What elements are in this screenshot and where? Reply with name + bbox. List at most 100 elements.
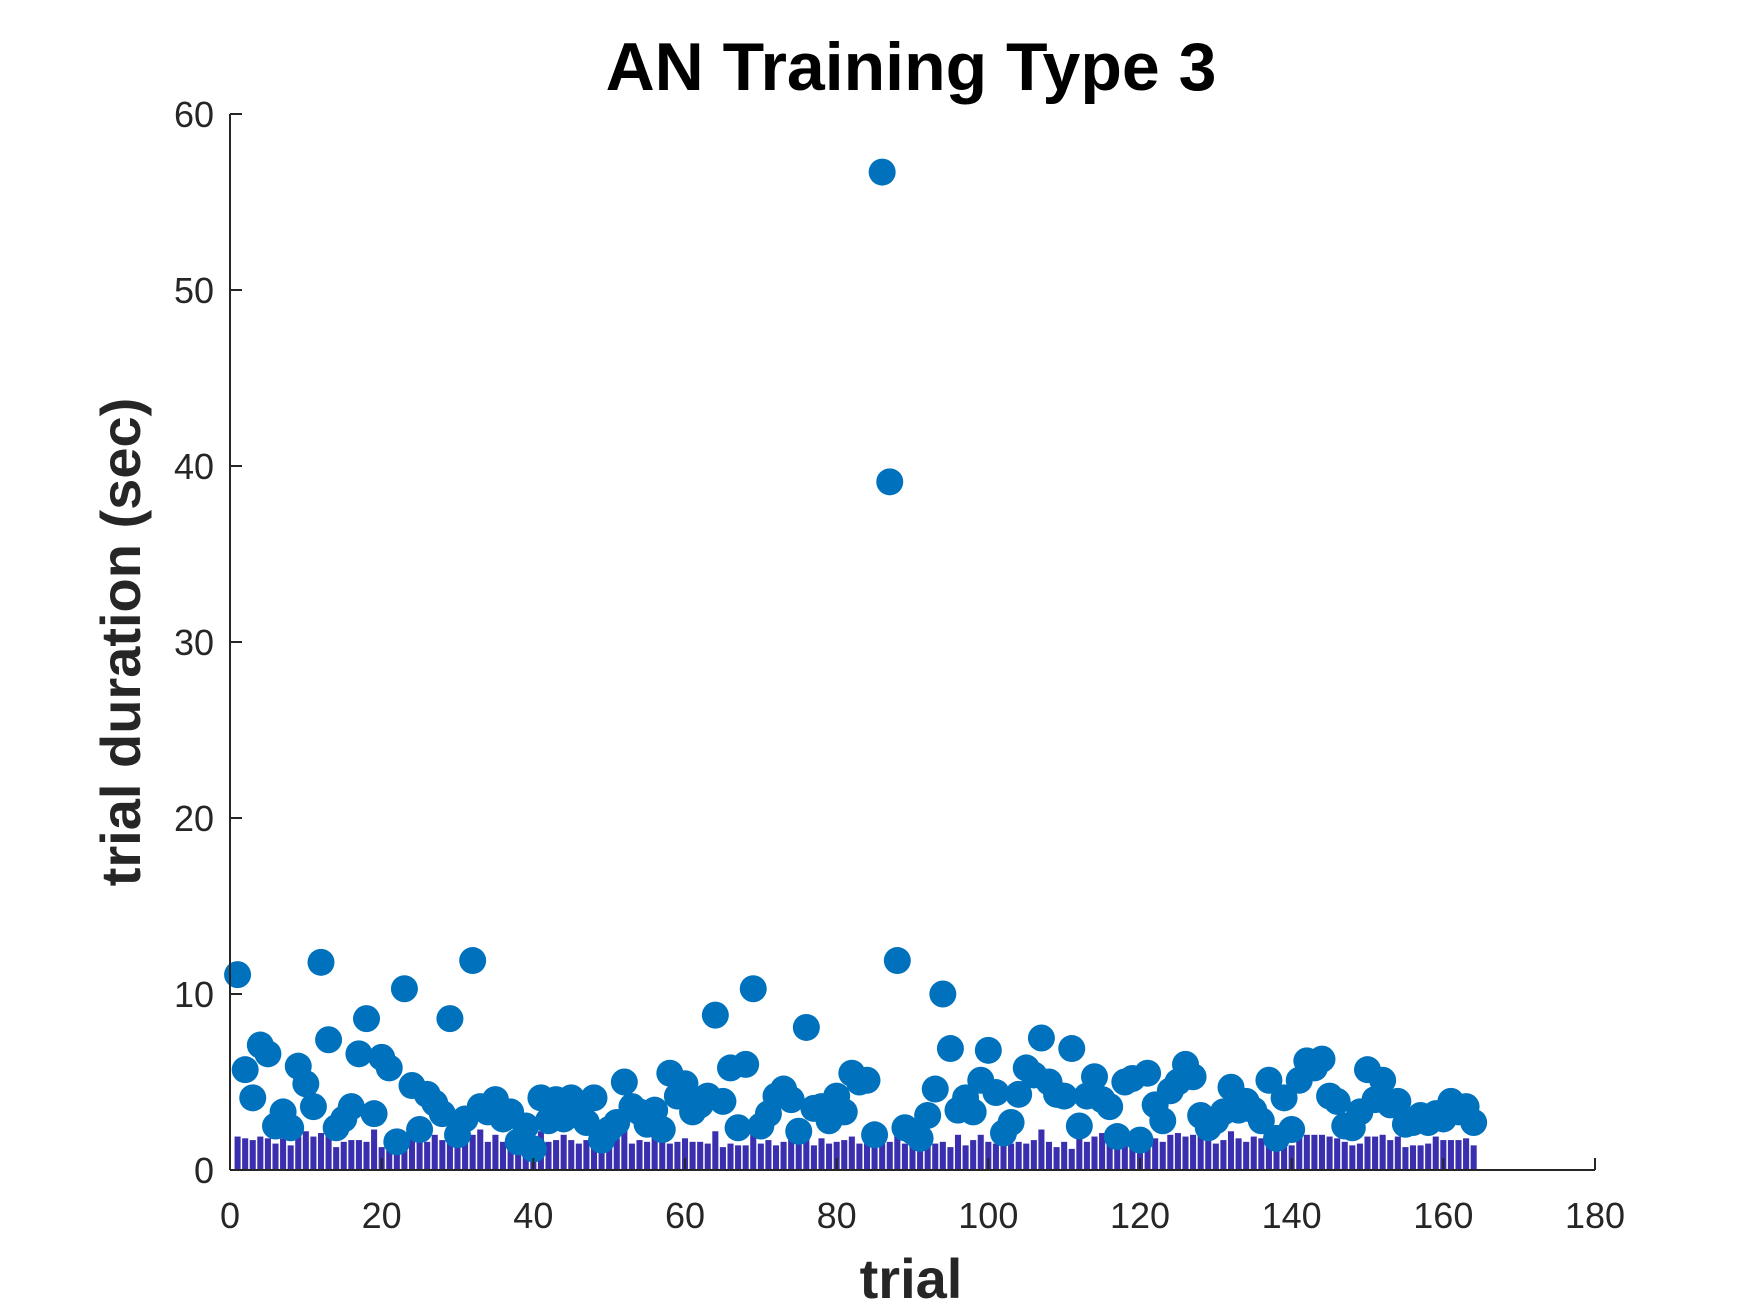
bar [712, 1131, 719, 1170]
bar [598, 1147, 605, 1170]
bar [1030, 1140, 1037, 1170]
data-point [792, 1013, 820, 1041]
data-point [648, 1116, 676, 1144]
bar [295, 1136, 302, 1170]
bar [1106, 1140, 1113, 1170]
data-point [1460, 1108, 1488, 1136]
bar [659, 1141, 666, 1170]
data-point [512, 1112, 540, 1140]
bar [909, 1141, 916, 1170]
y-tick-label: 40 [174, 446, 214, 487]
bar [287, 1145, 294, 1170]
bar [833, 1141, 840, 1170]
bar [302, 1131, 309, 1170]
bar [818, 1138, 825, 1170]
data-point [1126, 1126, 1154, 1154]
bar [1288, 1145, 1295, 1170]
data-point [1270, 1084, 1298, 1112]
axes [229, 114, 1595, 1171]
bar [431, 1134, 438, 1170]
bar [1258, 1138, 1265, 1170]
data-point [1149, 1107, 1177, 1135]
bar [924, 1138, 931, 1170]
bar [317, 1133, 325, 1170]
data-point [292, 1070, 320, 1098]
bar [613, 1138, 620, 1170]
bar [954, 1134, 962, 1170]
data-point [709, 1087, 737, 1115]
data-point [785, 1117, 813, 1145]
data-point [1247, 1107, 1275, 1135]
data-point [701, 1001, 729, 1029]
data-point [375, 1054, 403, 1082]
bar [1061, 1141, 1068, 1170]
bar [727, 1143, 734, 1170]
x-tick-label: 60 [665, 1195, 705, 1236]
bar [1129, 1145, 1136, 1170]
bar [772, 1145, 780, 1170]
data-point [936, 1035, 964, 1063]
x-tick-label: 80 [817, 1195, 857, 1236]
bar [826, 1143, 833, 1170]
bar [848, 1136, 855, 1170]
data-point [1058, 1035, 1086, 1063]
bar [1099, 1133, 1106, 1170]
y-tick-label: 0 [194, 1150, 214, 1191]
bar [462, 1136, 469, 1170]
bar [939, 1141, 946, 1170]
data-point [360, 1100, 388, 1128]
bar [992, 1143, 999, 1170]
data-point [853, 1066, 881, 1094]
bar [454, 1138, 461, 1170]
x-tick-label: 180 [1565, 1195, 1625, 1236]
data-point [671, 1070, 699, 1098]
scatter-series [224, 158, 1488, 1163]
bar [1227, 1131, 1235, 1170]
bar [1068, 1148, 1075, 1170]
bar [507, 1138, 514, 1170]
data-point [921, 1075, 949, 1103]
bar [636, 1140, 643, 1170]
data-point [610, 1068, 638, 1096]
y-tick-label: 60 [174, 94, 214, 135]
bar [484, 1141, 491, 1170]
bar [757, 1143, 764, 1170]
bar [947, 1147, 954, 1170]
bar [1425, 1143, 1432, 1170]
bar [1334, 1138, 1341, 1170]
data-point [739, 975, 767, 1003]
bar [371, 1129, 378, 1170]
bar [917, 1141, 924, 1170]
bar [1076, 1134, 1083, 1170]
bar [401, 1143, 408, 1170]
bar [628, 1143, 635, 1170]
bar [355, 1140, 362, 1170]
bar [1364, 1136, 1371, 1170]
bar [810, 1145, 817, 1170]
bar [795, 1143, 802, 1170]
bar [1083, 1141, 1090, 1170]
bar [583, 1140, 590, 1170]
data-point [1369, 1066, 1397, 1094]
bar [234, 1136, 241, 1170]
bar [901, 1143, 908, 1170]
data-point [277, 1114, 305, 1142]
data-point [239, 1084, 267, 1112]
data-point [299, 1093, 327, 1121]
bar [977, 1134, 984, 1170]
bar [553, 1140, 560, 1170]
data-point [1050, 1082, 1078, 1110]
bar [621, 1129, 628, 1170]
data-point [459, 947, 487, 975]
y-tick-label: 50 [174, 270, 214, 311]
data-point [1323, 1087, 1351, 1115]
bar [1182, 1136, 1189, 1170]
bar [1463, 1138, 1470, 1170]
bar [780, 1141, 787, 1170]
data-point [959, 1098, 987, 1126]
data-point [1081, 1063, 1108, 1091]
data-point [883, 947, 911, 975]
bar [1023, 1143, 1030, 1170]
data-point [383, 1128, 411, 1156]
data-point [572, 1108, 600, 1136]
